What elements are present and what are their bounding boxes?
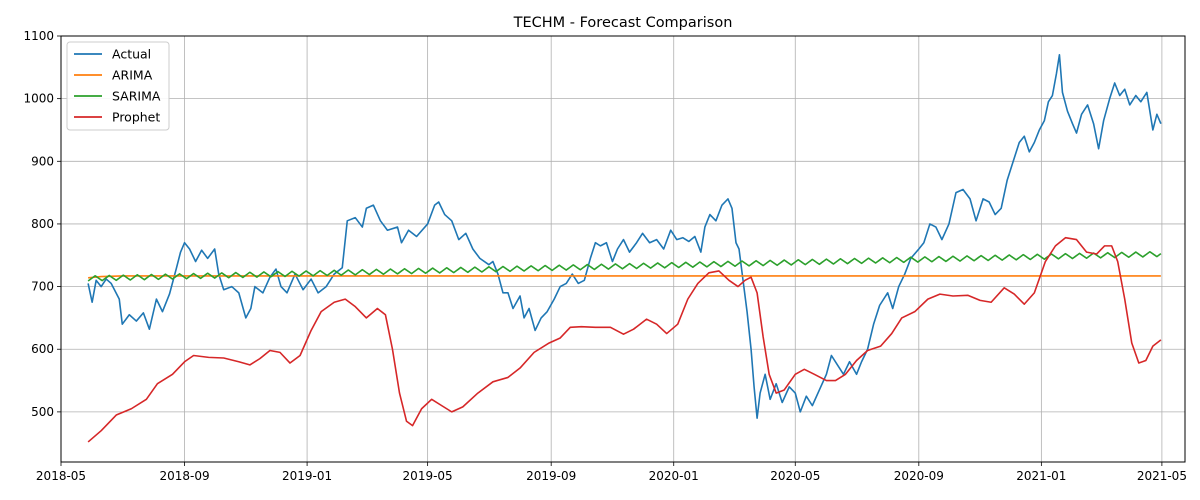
legend: Actual ARIMA SARIMA Prophet xyxy=(66,41,170,131)
legend-label: ARIMA xyxy=(112,68,153,83)
y-tick-label: 800 xyxy=(31,217,54,231)
legend-label: SARIMA xyxy=(112,89,161,104)
x-tick-label: 2018-09 xyxy=(159,469,209,483)
legend-label: Prophet xyxy=(112,110,160,125)
y-tick-label: 900 xyxy=(31,154,54,168)
y-tick-label: 1100 xyxy=(23,29,54,43)
x-tick-label: 2019-01 xyxy=(282,469,332,483)
chart-title: TECHM - Forecast Comparison xyxy=(513,15,733,31)
x-tick-label: 2020-05 xyxy=(770,469,820,483)
legend-box xyxy=(66,41,170,131)
y-axis: 500 600 700 800 900 1000 1100 xyxy=(23,29,61,419)
x-axis: 2018-05 2018-09 2019-01 2019-05 2019-09 2020-… xyxy=(36,462,1187,483)
series-line-prophet xyxy=(87,236,1162,443)
x-tick-label: 2020-01 xyxy=(649,469,699,483)
y-tick-label: 1000 xyxy=(23,92,54,106)
series-layer xyxy=(87,53,1162,443)
plot-frame xyxy=(60,35,1186,463)
y-tick-label: 700 xyxy=(31,280,54,294)
x-tick-label: 2021-05 xyxy=(1137,469,1187,483)
series-line-actual xyxy=(87,53,1162,419)
x-tick-label: 2019-09 xyxy=(526,469,576,483)
legend-label: Actual xyxy=(112,47,151,62)
y-tick-label: 500 xyxy=(31,405,54,419)
x-tick-label: 2020-09 xyxy=(894,469,944,483)
series-line-sarima xyxy=(87,250,1162,282)
x-tick-label: 2021-01 xyxy=(1016,469,1066,483)
x-tick-label: 2019-05 xyxy=(403,469,453,483)
x-tick-label: 2018-05 xyxy=(36,469,86,483)
y-tick-label: 600 xyxy=(31,342,54,356)
